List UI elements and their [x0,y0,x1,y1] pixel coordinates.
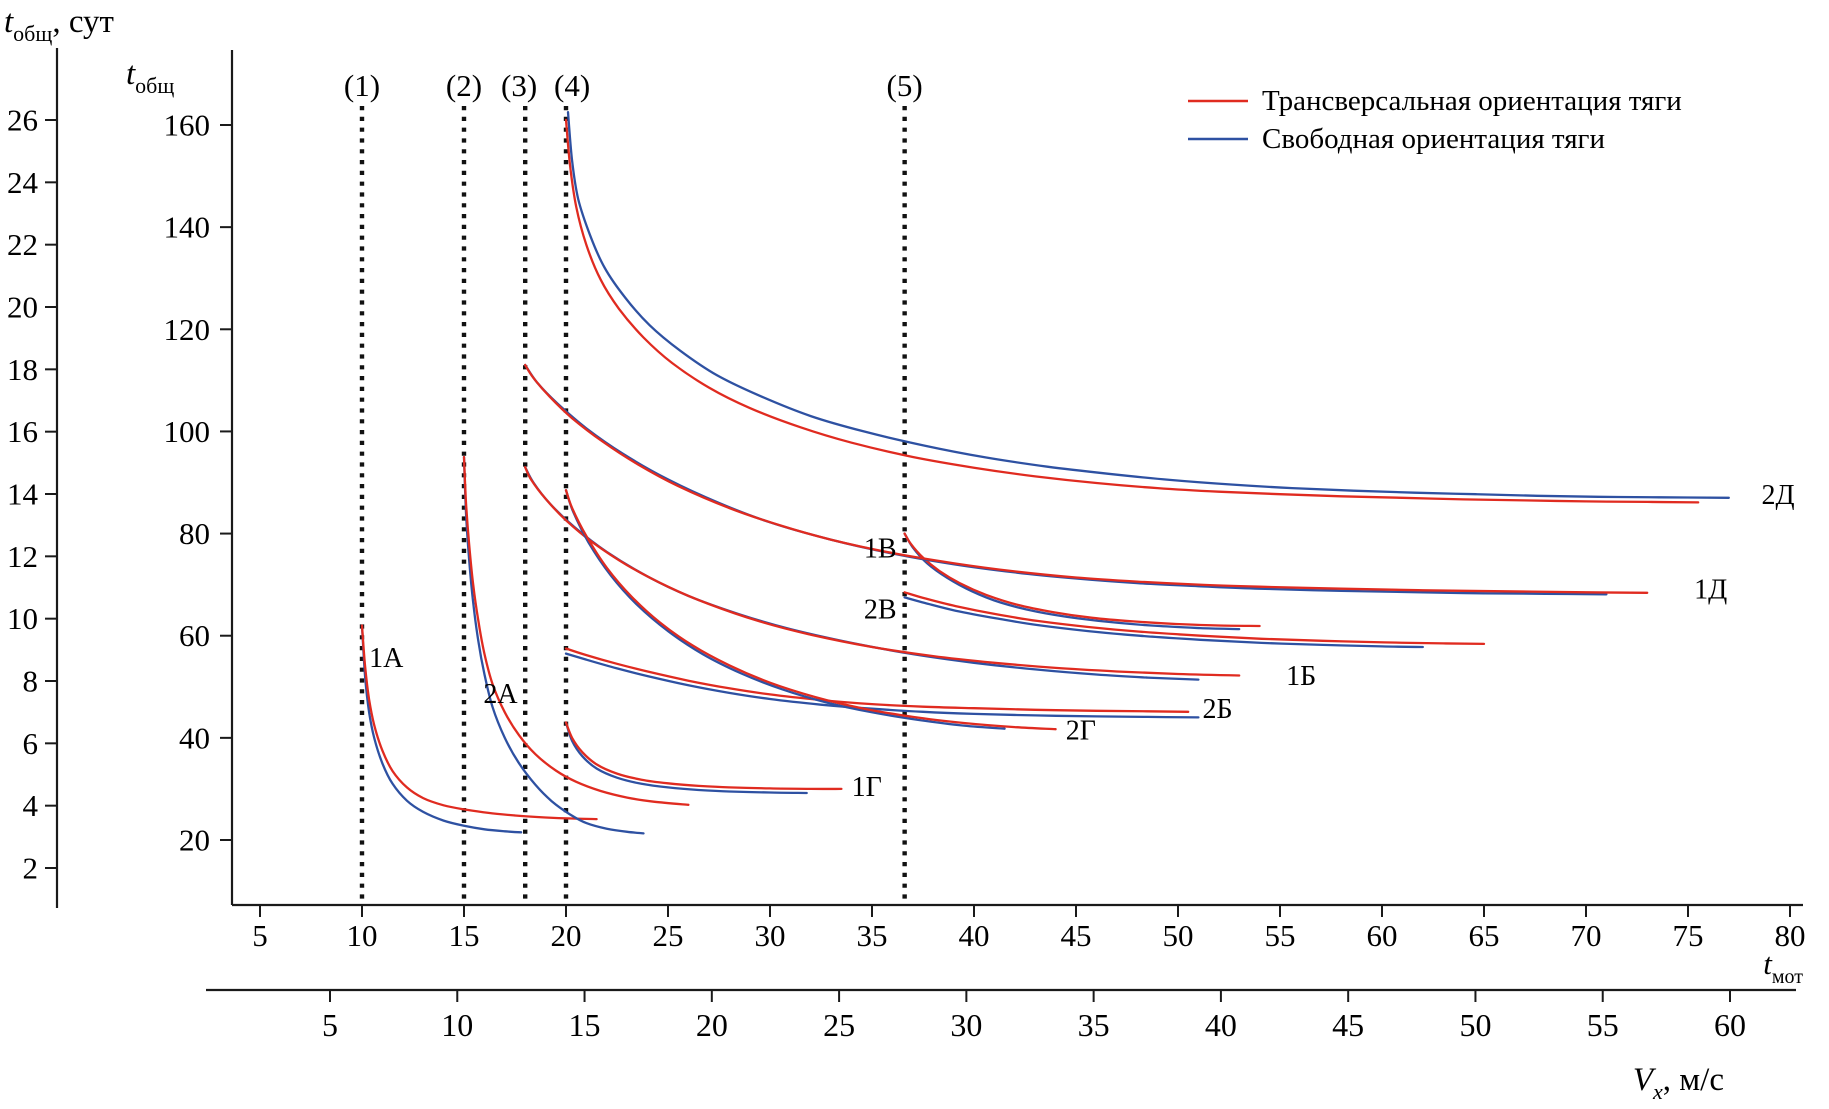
vx-tick-label: 5 [322,1007,338,1043]
tmot-tick-label: 50 [1163,918,1194,953]
curve-2B_trans [564,647,1190,713]
curve-label-1Д: 1Д [1694,574,1727,605]
tmot-tick-label: 35 [857,918,888,953]
vx-tick-label: 45 [1332,1007,1364,1043]
tmot-tick-label: 55 [1265,918,1296,953]
vx-tick-label: 20 [696,1007,728,1043]
legend-label-red: Трансверсальная ориентация тяги [1262,85,1682,117]
curve-2V_free [903,596,1424,649]
inner-y-axis-title: tобщ [126,56,174,98]
curve-label-1А: 1А [369,643,404,674]
vx-tick-label: 50 [1459,1007,1491,1043]
inner-y-tick-label: 120 [164,312,211,347]
curve-label-1В: 1В [864,533,897,564]
x-axis-vx-title: Vx, м/с [1633,1062,1724,1104]
curve-labels: 1А 2А 1Б 2Б 1В 2В 1Г 2Г 1Д 2Д [369,480,1794,803]
outer-y-tick-label: 20 [7,290,38,325]
outer-y-tick-label: 4 [23,788,39,823]
curve-2A_trans [462,455,690,806]
vx-tick-label: 15 [569,1007,601,1043]
inner-y-tick-label: 80 [179,516,210,551]
tmot-tick-label: 45 [1061,918,1092,953]
inner-y-tick-label: 100 [164,414,211,449]
tmot-tick-label: 40 [959,918,990,953]
tmot-tick-label: 70 [1571,918,1602,953]
curve-2V_trans [903,591,1486,646]
outer-y-tick-label: 6 [23,726,39,761]
refline-label: (4) [554,68,590,103]
curve-label-1Б: 1Б [1286,661,1316,692]
reference-lines: (1) (2) (3) (4) (5) [344,68,923,905]
tmot-tick-label: 10 [347,918,378,953]
vx-tick-label: 30 [950,1007,982,1043]
curve-label-2Г: 2Г [1066,716,1096,747]
curve-1A_trans [360,624,598,821]
tmot-tick-label: 60 [1367,918,1398,953]
vx-tick-label: 35 [1078,1007,1110,1043]
vx-tick-label: 40 [1205,1007,1237,1043]
tmot-tick-label: 20 [551,918,582,953]
curve-2D_free [566,111,1730,499]
refline-label: (5) [887,68,923,103]
curve-label-2А: 2А [483,679,518,710]
curve-1A_free [360,624,523,834]
inner-y-tick-label: 140 [164,210,211,245]
outer-y-tick-label: 14 [7,477,39,512]
curve-label-2Б: 2Б [1202,694,1232,725]
curve-1V_free [903,532,1241,631]
curve-2G_free [564,489,1006,730]
tmot-tick-label: 30 [755,918,786,953]
inner-y-tick-label: 160 [164,108,211,143]
x-axis-tmot-title: tмот [1763,946,1803,988]
vx-tick-label: 55 [1587,1007,1619,1043]
outer-y-tick-label: 26 [7,103,38,138]
outer-y-tick-label: 24 [7,165,39,200]
curve-1G_free [564,721,808,795]
axes [45,48,1803,1002]
curves [360,111,1730,835]
legend-label-blue: Свободная ориентация тяги [1262,123,1605,155]
refline-label: (3) [501,68,537,103]
tmot-tick-label: 65 [1469,918,1500,953]
legend: Трансверсальная ориентация тяги Свободная… [1188,85,1682,155]
curve-2G_trans [564,489,1057,731]
tmot-tick-label: 15 [449,918,480,953]
curve-1B_trans [524,466,1241,677]
outer-y-tick-label: 8 [23,664,39,699]
curve-1B_free [524,466,1200,681]
curve-2A_free [462,455,645,835]
curve-2D_trans [564,118,1700,504]
tmot-tick-label: 80 [1775,918,1806,953]
outer-y-tick-label: 16 [7,414,38,449]
curve-2B_free [564,652,1200,719]
inner-y-tick-label: 60 [179,618,210,653]
outer-y-tick-label: 12 [7,539,38,574]
refline-label: (2) [446,68,482,103]
tmot-tick-label: 75 [1673,918,1704,953]
curve-label-1Г: 1Г [852,772,882,803]
vx-tick-label: 25 [823,1007,855,1043]
outer-y-tick-label: 18 [7,352,38,387]
outer-y-tick-label: 22 [7,227,38,262]
tmot-tick-label: 5 [252,918,268,953]
outer-y-axis-title: tобщ, сут [4,4,114,46]
outer-y-tick-label: 2 [23,851,39,886]
vx-tick-label: 10 [441,1007,473,1043]
vx-tick-label: 60 [1714,1007,1746,1043]
curve-1G_trans [564,721,843,791]
curve-1D_trans [524,363,1649,594]
tmot-tick-label: 25 [653,918,684,953]
curve-label-2В: 2В [864,595,897,626]
inner-y-tick-label: 20 [179,823,210,858]
axis-titles: tобщ, сут tобщ tмот Vx, м/с [4,4,1803,1104]
outer-y-tick-label: 10 [7,601,38,636]
tick-labels: 26 24 22 20 18 16 14 12 10 8 6 4 2 160 140 120 100 80 60 40… [7,103,1806,1044]
inner-y-tick-label: 40 [179,720,210,755]
refline-label: (1) [344,68,380,103]
curve-label-2Д: 2Д [1761,480,1794,511]
